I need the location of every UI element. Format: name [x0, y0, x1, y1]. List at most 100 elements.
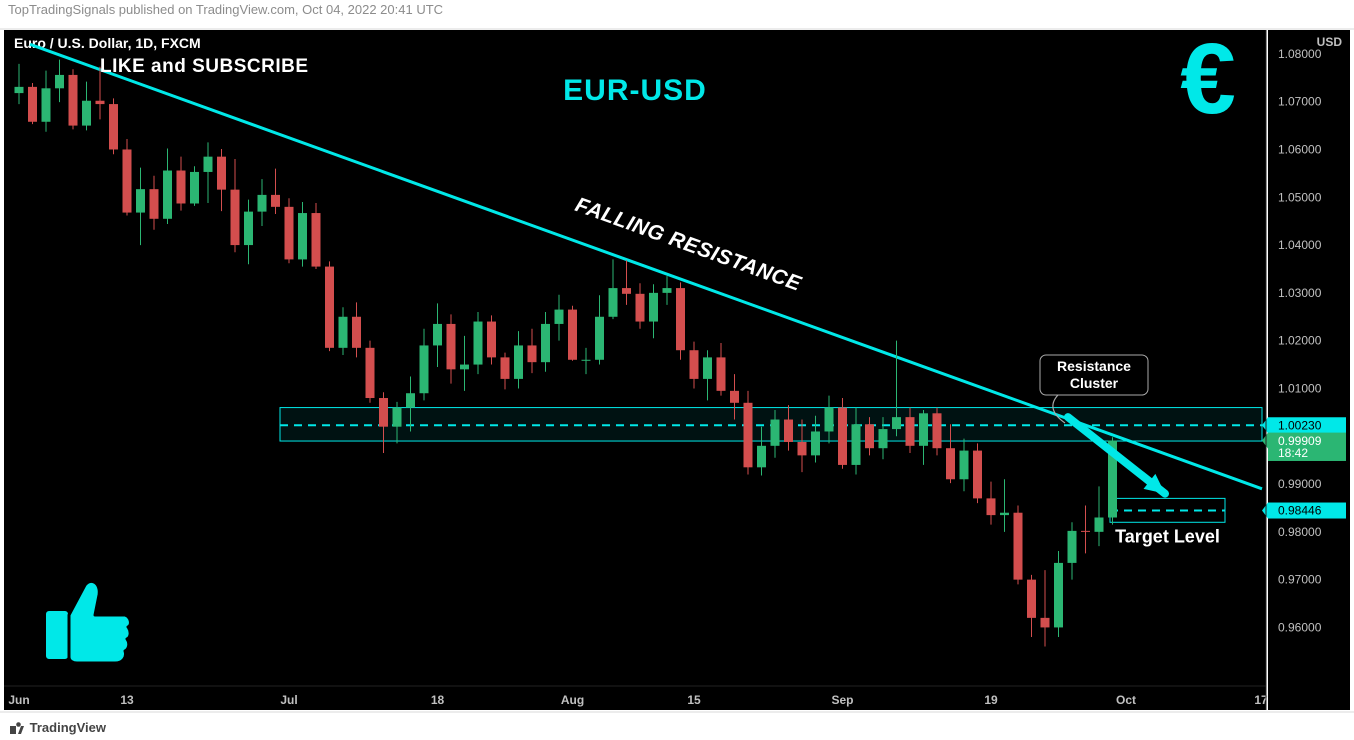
candle-body[interactable] [150, 189, 159, 219]
y-tick-label: 0.97000 [1278, 573, 1322, 587]
candle-body[interactable] [28, 87, 37, 122]
candle-body[interactable] [636, 294, 645, 322]
candle-body[interactable] [717, 357, 726, 390]
candle-body[interactable] [325, 267, 334, 348]
candle-body[interactable] [204, 157, 213, 172]
candle-body[interactable] [771, 420, 780, 446]
candle-body[interactable] [838, 408, 847, 465]
candle-body[interactable] [1068, 531, 1077, 563]
candle-body[interactable] [555, 310, 564, 324]
candle-body[interactable] [406, 393, 415, 407]
candle-body[interactable] [1095, 518, 1104, 532]
x-tick-label: Sep [831, 693, 853, 707]
candle-body[interactable] [177, 171, 186, 204]
candle-body[interactable] [784, 420, 793, 442]
candle-body[interactable] [987, 498, 996, 515]
candle-body[interactable] [568, 310, 577, 360]
x-tick-label: Aug [561, 693, 584, 707]
y-tick-label: 1.06000 [1278, 142, 1322, 156]
candle-body[interactable] [1054, 563, 1063, 628]
candle-body[interactable] [703, 357, 712, 379]
candle-body[interactable] [339, 317, 348, 348]
candle-body[interactable] [622, 288, 631, 294]
candle-body[interactable] [298, 213, 307, 259]
candle-body[interactable] [96, 101, 105, 104]
candle-body[interactable] [663, 288, 672, 293]
y-tick-label: 0.96000 [1278, 620, 1322, 634]
candle-body[interactable] [649, 293, 658, 322]
tradingview-logo: TradingView [10, 720, 106, 735]
candle-body[interactable] [879, 429, 888, 448]
candle-body[interactable] [852, 424, 861, 465]
price-tag: 1.00230 [1262, 417, 1346, 433]
candle-body[interactable] [231, 190, 240, 245]
candle-body[interactable] [123, 149, 132, 212]
candle-body[interactable] [69, 75, 78, 126]
candle-body[interactable] [501, 357, 510, 379]
candle-body[interactable] [744, 403, 753, 468]
candle-body[interactable] [393, 408, 402, 427]
candle-body[interactable] [244, 212, 253, 245]
candle-body[interactable] [730, 391, 739, 403]
candle-body[interactable] [82, 101, 91, 126]
candle-body[interactable] [973, 451, 982, 499]
candle-body[interactable] [487, 322, 496, 358]
candle-body[interactable] [460, 365, 469, 370]
candle-body[interactable] [595, 317, 604, 360]
y-tick-label: 1.02000 [1278, 334, 1322, 348]
candle-body[interactable] [690, 350, 699, 379]
candle-body[interactable] [825, 408, 834, 432]
candle-body[interactable] [1014, 513, 1023, 580]
chart-canvas[interactable]: 0.960000.970000.980000.990001.000001.010… [0, 0, 1354, 740]
x-tick-label: 13 [120, 693, 134, 707]
candle-body[interactable] [798, 442, 807, 455]
candle-body[interactable] [366, 348, 375, 398]
candle-body[interactable] [420, 345, 429, 393]
candle-body[interactable] [1000, 513, 1009, 515]
candle-body[interactable] [1081, 531, 1090, 532]
candle-body[interactable] [379, 398, 388, 427]
candle-body[interactable] [271, 195, 280, 207]
candle-body[interactable] [946, 448, 955, 479]
candle-body[interactable] [811, 431, 820, 455]
candle-body[interactable] [582, 360, 591, 361]
candle-body[interactable] [433, 324, 442, 346]
candle-body[interactable] [15, 87, 24, 93]
candle-body[interactable] [609, 288, 618, 317]
candle-body[interactable] [514, 345, 523, 378]
candle-body[interactable] [258, 195, 267, 212]
candle-body[interactable] [136, 189, 145, 212]
candle-body[interactable] [190, 172, 199, 204]
y-axis-title: USD [1317, 35, 1343, 49]
candle-body[interactable] [352, 317, 361, 348]
candle-body[interactable] [217, 157, 226, 190]
price-tag-value: 0.98446 [1278, 504, 1322, 518]
candle-body[interactable] [55, 75, 64, 88]
candle-body[interactable] [312, 213, 321, 267]
y-tick-label: 1.03000 [1278, 286, 1322, 300]
candle-body[interactable] [865, 424, 874, 448]
candle-body[interactable] [163, 171, 172, 219]
candle-body[interactable] [757, 446, 766, 468]
candle-body[interactable] [447, 324, 456, 369]
candle-body[interactable] [919, 413, 928, 446]
candle-body[interactable] [892, 417, 901, 429]
target-level-label: Target Level [1115, 526, 1220, 546]
candle-body[interactable] [1041, 618, 1050, 628]
y-axis-bg [1268, 30, 1350, 710]
candle-body[interactable] [474, 322, 483, 365]
candle-body[interactable] [109, 104, 118, 149]
y-tick-label: 1.01000 [1278, 381, 1322, 395]
candle-body[interactable] [42, 88, 51, 121]
price-tag-value: 18:42 [1278, 446, 1308, 460]
candle-body[interactable] [676, 288, 685, 350]
candle-body[interactable] [1027, 580, 1036, 618]
candle-body[interactable] [528, 345, 537, 362]
candle-body[interactable] [541, 324, 550, 362]
candle-body[interactable] [906, 417, 915, 446]
x-tick-label: Jun [8, 693, 29, 707]
candle-body[interactable] [960, 451, 969, 480]
candle-body[interactable] [285, 207, 294, 260]
y-tick-label: 1.05000 [1278, 190, 1322, 204]
candle-body[interactable] [933, 413, 942, 448]
